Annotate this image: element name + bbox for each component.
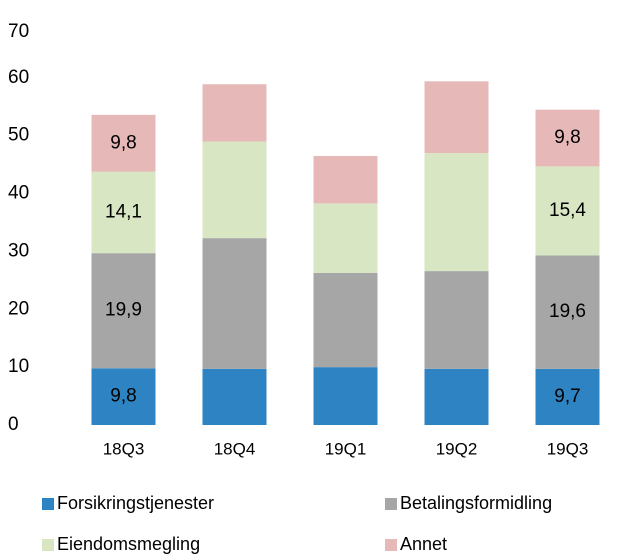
bar-segment	[535, 109, 600, 167]
bar-segment	[424, 153, 489, 272]
data-label: 9,8	[110, 132, 136, 153]
legend-swatch	[42, 539, 54, 551]
bar-segment	[424, 81, 489, 154]
bar-segment	[535, 368, 600, 425]
data-label: 9,8	[554, 127, 580, 148]
legend-swatch	[42, 498, 54, 510]
bar-segment	[424, 368, 489, 425]
x-tick-label: 19Q2	[436, 439, 478, 458]
data-label: 14,1	[105, 201, 142, 222]
x-tick-label: 18Q4	[214, 439, 256, 458]
bar-segment	[313, 155, 378, 204]
bar-segment	[535, 255, 600, 369]
bar-segment	[202, 84, 267, 142]
legend: Forsikringstjenester Betalingsformidling E…	[42, 493, 552, 554]
y-tick-label: 20	[8, 298, 29, 319]
y-tick-label: 0	[8, 414, 19, 435]
bar-segment	[202, 368, 267, 425]
bar-segment	[91, 171, 156, 254]
y-tick-label: 60	[8, 67, 29, 88]
legend-swatch	[385, 498, 397, 510]
data-label: 15,4	[549, 200, 586, 221]
data-label: 9,8	[110, 386, 136, 407]
legend-label: Betalingsformidling	[400, 493, 552, 513]
y-tick-label: 70	[8, 21, 29, 42]
x-tick-label: 19Q1	[325, 439, 367, 458]
bar-segment	[91, 253, 156, 369]
bar-segment	[202, 141, 267, 239]
bar-segment	[91, 114, 156, 172]
bar-segment	[535, 166, 600, 256]
y-tick-label: 50	[8, 125, 29, 146]
bar-segment	[313, 203, 378, 273]
data-label: 9,7	[554, 386, 580, 407]
legend-label: Forsikringstjenester	[57, 493, 214, 513]
data-label: 19,6	[549, 301, 586, 322]
y-tick-label: 30	[8, 240, 29, 261]
x-tick-label: 19Q3	[547, 439, 589, 458]
legend-label: Eiendomsmegling	[57, 534, 200, 554]
legend-label: Annet	[400, 534, 447, 554]
y-tick-label: 40	[8, 183, 29, 204]
legend-swatch	[385, 539, 397, 551]
bar-segment	[202, 238, 267, 369]
x-tick-label: 18Q3	[103, 439, 145, 458]
bar-segment	[313, 367, 378, 425]
bar-segment	[424, 271, 489, 369]
bar-segment	[313, 272, 378, 368]
bar-segment	[91, 368, 156, 425]
data-label: 19,9	[105, 300, 142, 321]
y-tick-label: 10	[8, 356, 29, 377]
